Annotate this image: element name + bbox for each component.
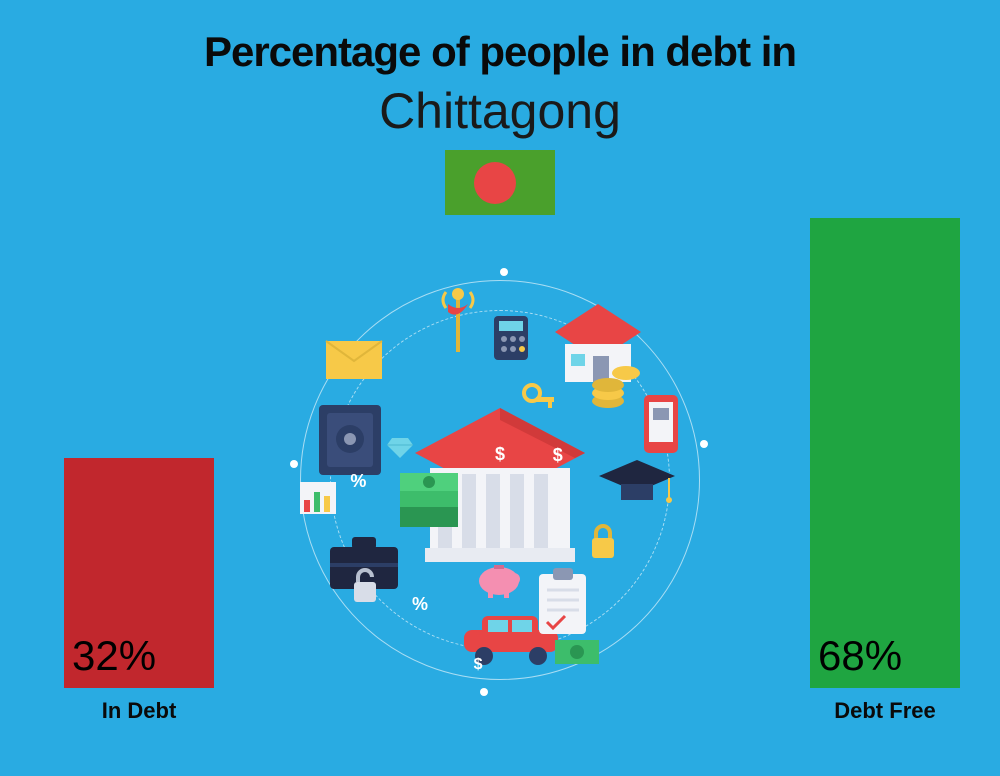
bar-in-debt-value: 32% <box>72 632 156 680</box>
piggy-bank-icon <box>474 559 524 599</box>
orbit-dot <box>290 460 298 468</box>
finance-illustration: $ <box>280 260 720 700</box>
caduceus-icon <box>438 286 478 356</box>
bar-chart-icon <box>298 480 338 516</box>
banknote-icon <box>553 638 601 666</box>
dollar-sign-icon: $ <box>553 445 563 466</box>
key-icon <box>522 383 558 419</box>
percent-sign-icon: % <box>350 471 366 492</box>
bar-debt-free-label: Debt Free <box>810 698 960 724</box>
svg-text:$: $ <box>495 444 505 464</box>
safe-icon <box>315 401 385 481</box>
bar-in-debt: 32% <box>64 458 214 688</box>
dollar-sign-icon: $ <box>474 656 483 674</box>
bar-debt-free: 68% <box>810 218 960 688</box>
title-line-1: Percentage of people in debt in <box>0 28 1000 76</box>
envelope-icon <box>324 339 384 381</box>
padlock-open-icon <box>350 568 380 604</box>
cash-stack-icon <box>394 471 464 531</box>
title-line-2: Chittagong <box>0 82 1000 140</box>
orbit-dot <box>480 688 488 696</box>
orbit-dot <box>500 268 508 276</box>
orbit-dot <box>700 440 708 448</box>
padlock-locked-icon <box>588 524 618 560</box>
bangladesh-flag <box>445 150 555 215</box>
calculator-icon <box>491 313 531 363</box>
bar-in-debt-label: In Debt <box>64 698 214 724</box>
bar-debt-free-value: 68% <box>818 632 902 680</box>
diamond-icon <box>386 436 414 460</box>
flag-circle <box>474 162 516 204</box>
percent-sign-icon: % <box>412 594 428 615</box>
graduation-cap-icon <box>597 458 677 508</box>
coin-stack-icon <box>588 357 643 412</box>
clipboard-icon <box>535 568 590 638</box>
smartphone-icon <box>641 392 681 457</box>
